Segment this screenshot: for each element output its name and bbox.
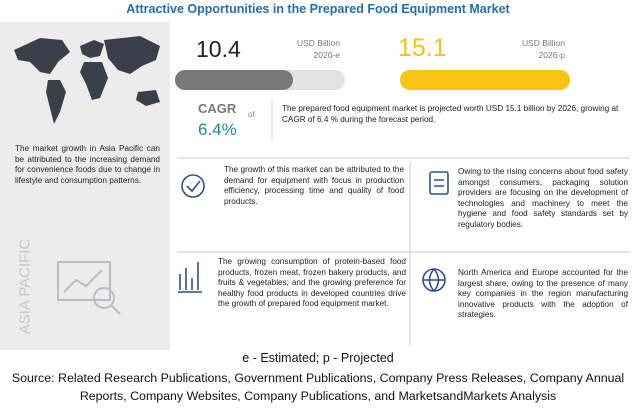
card-dividers	[177, 157, 630, 345]
unit-2026: USD Billion	[522, 38, 565, 48]
region-text: The market growth in Asia Pacific can be…	[15, 144, 160, 185]
cagr-of: of	[248, 110, 255, 119]
title: Attractive Opportunities in the Prepared…	[126, 2, 510, 16]
insight: Owing to the rising concerns about food …	[458, 167, 628, 229]
cagr-value: 6.4%	[198, 120, 237, 139]
year-2020: 2020-e	[313, 50, 340, 60]
cagr-label: CAGR	[198, 101, 237, 116]
year-2026: 2026-p	[538, 50, 565, 60]
icons	[178, 171, 449, 293]
chart-icon	[57, 261, 121, 315]
source: Source: Related Research Publications, G…	[11, 371, 625, 403]
bar-2020	[175, 70, 293, 90]
region-name: ASIA PACIFIC	[16, 238, 34, 335]
footnote: e - Estimated; p - Projected	[242, 351, 394, 365]
world-map	[14, 36, 160, 124]
value-2026: 15.1	[398, 34, 447, 62]
bar-2026	[400, 70, 570, 90]
unit-2020: USD Billion	[297, 38, 340, 48]
summary: The prepared food equipment market is pr…	[282, 104, 619, 124]
value-2020: 10.4	[196, 36, 241, 62]
insight: The growth of this market can be attribu…	[224, 165, 404, 206]
insight: North America and Europe accounted for t…	[458, 268, 628, 320]
insight: The growing consumption of protein-based…	[218, 257, 406, 309]
